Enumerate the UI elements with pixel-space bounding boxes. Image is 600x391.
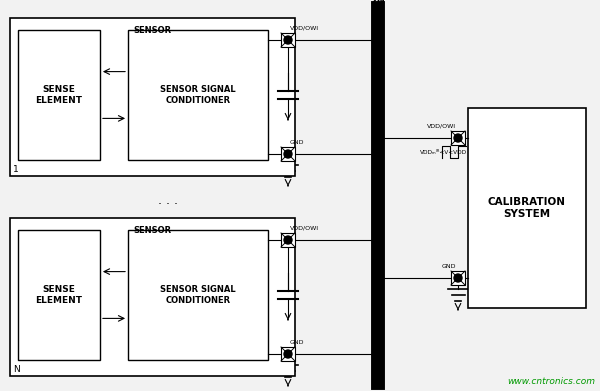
Bar xyxy=(281,33,295,47)
Bar xyxy=(451,131,465,145)
Text: 1: 1 xyxy=(13,165,19,174)
Text: SENSOR SIGNAL
CONDITIONER: SENSOR SIGNAL CONDITIONER xyxy=(160,285,236,305)
Bar xyxy=(451,271,465,285)
Text: VDD/OWI: VDD/OWI xyxy=(290,226,319,231)
Text: www.cntronics.com: www.cntronics.com xyxy=(507,377,595,386)
Bar xyxy=(281,347,295,361)
Bar xyxy=(10,18,295,176)
Text: VDD/OWI: VDD/OWI xyxy=(290,26,319,31)
Text: SENSOR SIGNAL
CONDITIONER: SENSOR SIGNAL CONDITIONER xyxy=(160,85,236,105)
Bar xyxy=(128,30,268,160)
Bar xyxy=(128,230,268,360)
Bar xyxy=(18,230,100,360)
Text: N: N xyxy=(13,365,20,374)
Text: SENSE
ELEMENT: SENSE ELEMENT xyxy=(35,285,83,305)
Circle shape xyxy=(454,134,462,142)
Bar xyxy=(281,233,295,247)
Text: GND: GND xyxy=(290,340,305,345)
Circle shape xyxy=(284,150,292,158)
Bar xyxy=(10,218,295,376)
Text: . . .: . . . xyxy=(158,194,178,206)
Bar xyxy=(281,147,295,161)
Text: SENSOR: SENSOR xyxy=(133,26,172,35)
Text: CALIBRATION
SYSTEM: CALIBRATION SYSTEM xyxy=(488,197,566,219)
Circle shape xyxy=(284,36,292,44)
Text: GND: GND xyxy=(442,264,456,269)
Bar xyxy=(18,30,100,160)
Circle shape xyxy=(284,350,292,358)
Circle shape xyxy=(284,236,292,244)
Text: GND: GND xyxy=(290,140,305,145)
Text: SENSE
ELEMENT: SENSE ELEMENT xyxy=(35,85,83,105)
Text: VDD/OWI: VDD/OWI xyxy=(427,124,456,129)
Circle shape xyxy=(454,274,462,282)
Text: SENSOR: SENSOR xyxy=(133,226,172,235)
Text: VDDₘᴵᴿ<V<VDD: VDDₘᴵᴿ<V<VDD xyxy=(420,149,467,154)
Bar xyxy=(468,108,586,308)
Text: 2N: 2N xyxy=(371,0,385,6)
